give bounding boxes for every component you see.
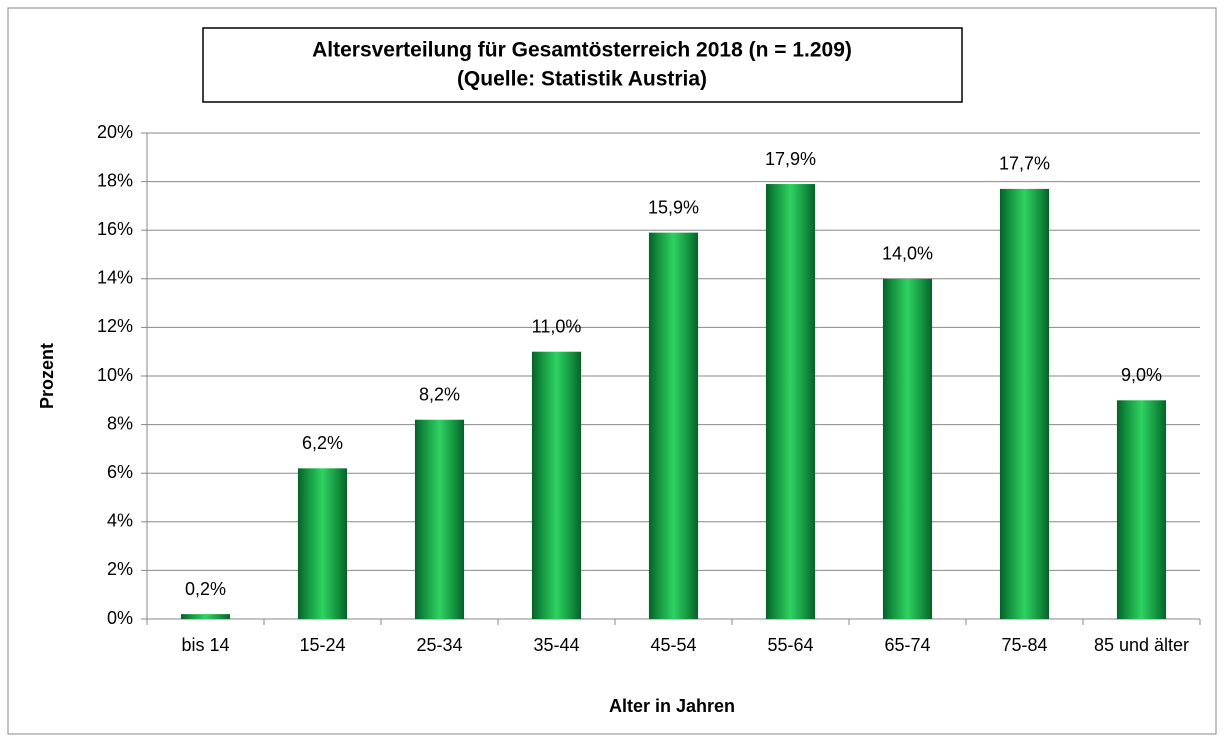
x-tick-label: 25-34 — [416, 635, 463, 655]
x-tick-label: 55-64 — [767, 635, 814, 655]
y-tick-label: 10% — [97, 365, 133, 385]
data-label: 14,0% — [882, 244, 933, 264]
chart-border — [7, 7, 1217, 735]
bar — [297, 468, 348, 619]
data-label: 0,2% — [185, 579, 226, 599]
data-label: 15,9% — [648, 197, 699, 217]
bar — [648, 232, 699, 619]
chart-title: Altersverteilung für Gesamtösterreich 20… — [312, 39, 852, 62]
x-tick-label: 15-24 — [299, 635, 346, 655]
y-tick-label: 16% — [97, 219, 133, 239]
title-box — [202, 27, 963, 103]
data-label: 17,9% — [765, 149, 816, 169]
bar — [180, 614, 231, 619]
x-tick-label: 35-44 — [533, 635, 580, 655]
bar — [882, 278, 933, 619]
y-tick-label: 8% — [107, 413, 133, 433]
y-tick-label: 20% — [97, 122, 133, 142]
x-tick-label: 45-54 — [650, 635, 697, 655]
data-label: 11,0% — [532, 316, 582, 336]
data-label: 6,2% — [302, 433, 343, 453]
bar — [765, 184, 816, 619]
chart-subtitle: (Quelle: Statistik Austria) — [457, 68, 707, 91]
bar — [1116, 400, 1167, 619]
y-tick-label: 12% — [97, 316, 133, 336]
y-tick-label: 4% — [107, 511, 133, 531]
bar — [531, 351, 582, 619]
x-tick-label: 65-74 — [884, 635, 931, 655]
data-label: 9,0% — [1121, 365, 1162, 385]
x-tick-label: 85 und älter — [1093, 635, 1190, 655]
data-label: 17,7% — [999, 154, 1050, 174]
y-tick-label: 0% — [107, 608, 133, 628]
y-tick-label: 2% — [107, 559, 133, 579]
x-axis-label: Alter in Jahren — [609, 696, 735, 716]
bar — [999, 188, 1050, 619]
data-label: 8,2% — [419, 384, 460, 404]
y-tick-label: 14% — [97, 268, 133, 288]
x-tick-label: bis 14 — [181, 635, 230, 655]
y-tick-label: 6% — [107, 462, 133, 482]
y-tick-label: 18% — [97, 170, 133, 190]
y-axis-label: Prozent — [37, 343, 57, 409]
x-tick-label: 75-84 — [1001, 635, 1048, 655]
bar — [414, 419, 465, 619]
